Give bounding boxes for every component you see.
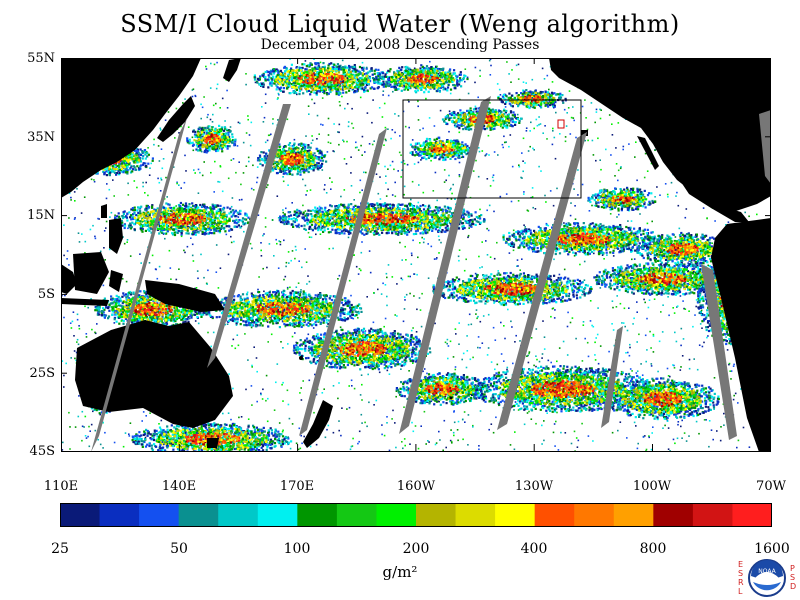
lat-label-5s: 5S (38, 287, 55, 302)
logo-letter: L (738, 588, 742, 596)
cloud-liquid-water-map (61, 58, 771, 452)
land-tasmania (207, 438, 219, 448)
colorbar-cell (297, 503, 337, 527)
colorbar-cell (258, 503, 298, 527)
colorbar-label-100: 100 (284, 541, 311, 557)
colorbar-label-50: 50 (170, 541, 188, 557)
colorbar-label-1600: 1600 (754, 541, 790, 557)
figure-subtitle: December 04, 2008 Descending Passes (0, 37, 800, 53)
colorbar-cell (139, 503, 179, 527)
noaa-emblem-icon: NOAA (747, 558, 787, 598)
colorbar-cell (179, 503, 219, 527)
colorbar-cell (456, 503, 496, 527)
colorbar-cell (100, 503, 140, 527)
figure-title: SSM/I Cloud Liquid Water (Weng algorithm… (0, 10, 800, 38)
land-fiji (299, 356, 303, 360)
colorbar (60, 503, 772, 527)
land-taiwan (101, 204, 107, 218)
lat-label-35n: 35N (27, 130, 55, 145)
colorbar-label-800: 800 (640, 541, 667, 557)
lon-label-110e: 110E (44, 479, 78, 494)
figure: SSM/I Cloud Liquid Water (Weng algorithm… (0, 0, 800, 600)
logo-letter: E (738, 561, 743, 569)
colorbar-units: g/m² (0, 563, 800, 581)
logo-letter: S (790, 574, 795, 582)
lat-label-15n: 15N (27, 208, 55, 223)
colorbar-cell (574, 503, 614, 527)
lon-label-160w: 160W (397, 479, 435, 494)
lat-label-55n: 55N (27, 51, 55, 66)
colorbar-cell (653, 503, 693, 527)
colorbar-cell (693, 503, 733, 527)
colorbar-label-400: 400 (521, 541, 548, 557)
land-islet (450, 397, 453, 400)
lon-label-100w: 100W (633, 479, 671, 494)
lon-label-170e: 170E (280, 479, 314, 494)
lon-label-130w: 130W (515, 479, 553, 494)
lon-label-140e: 140E (162, 479, 196, 494)
colorbar-cell (416, 503, 456, 527)
lat-label-45s: 45S (30, 444, 55, 459)
logo-letter: P (790, 565, 795, 573)
lon-label-70w: 70W (756, 479, 786, 494)
colorbar-cell (218, 503, 258, 527)
logo-letter: R (738, 579, 744, 587)
colorbar-cell (376, 503, 416, 527)
colorbar-cell (495, 503, 535, 527)
colorbar-cell (535, 503, 575, 527)
colorbar-cell (614, 503, 654, 527)
colorbar-cell (337, 503, 377, 527)
logo-letter: S (738, 570, 743, 578)
colorbar-label-25: 25 (51, 541, 69, 557)
noaa-esrl-psd-logo: E S R L NOAA P S D (736, 557, 798, 599)
colorbar-cell (60, 503, 100, 527)
lat-label-25s: 25S (30, 366, 55, 381)
colorbar-label-200: 200 (403, 541, 430, 557)
colorbar-cell (732, 503, 772, 527)
logo-letter: D (790, 583, 796, 591)
